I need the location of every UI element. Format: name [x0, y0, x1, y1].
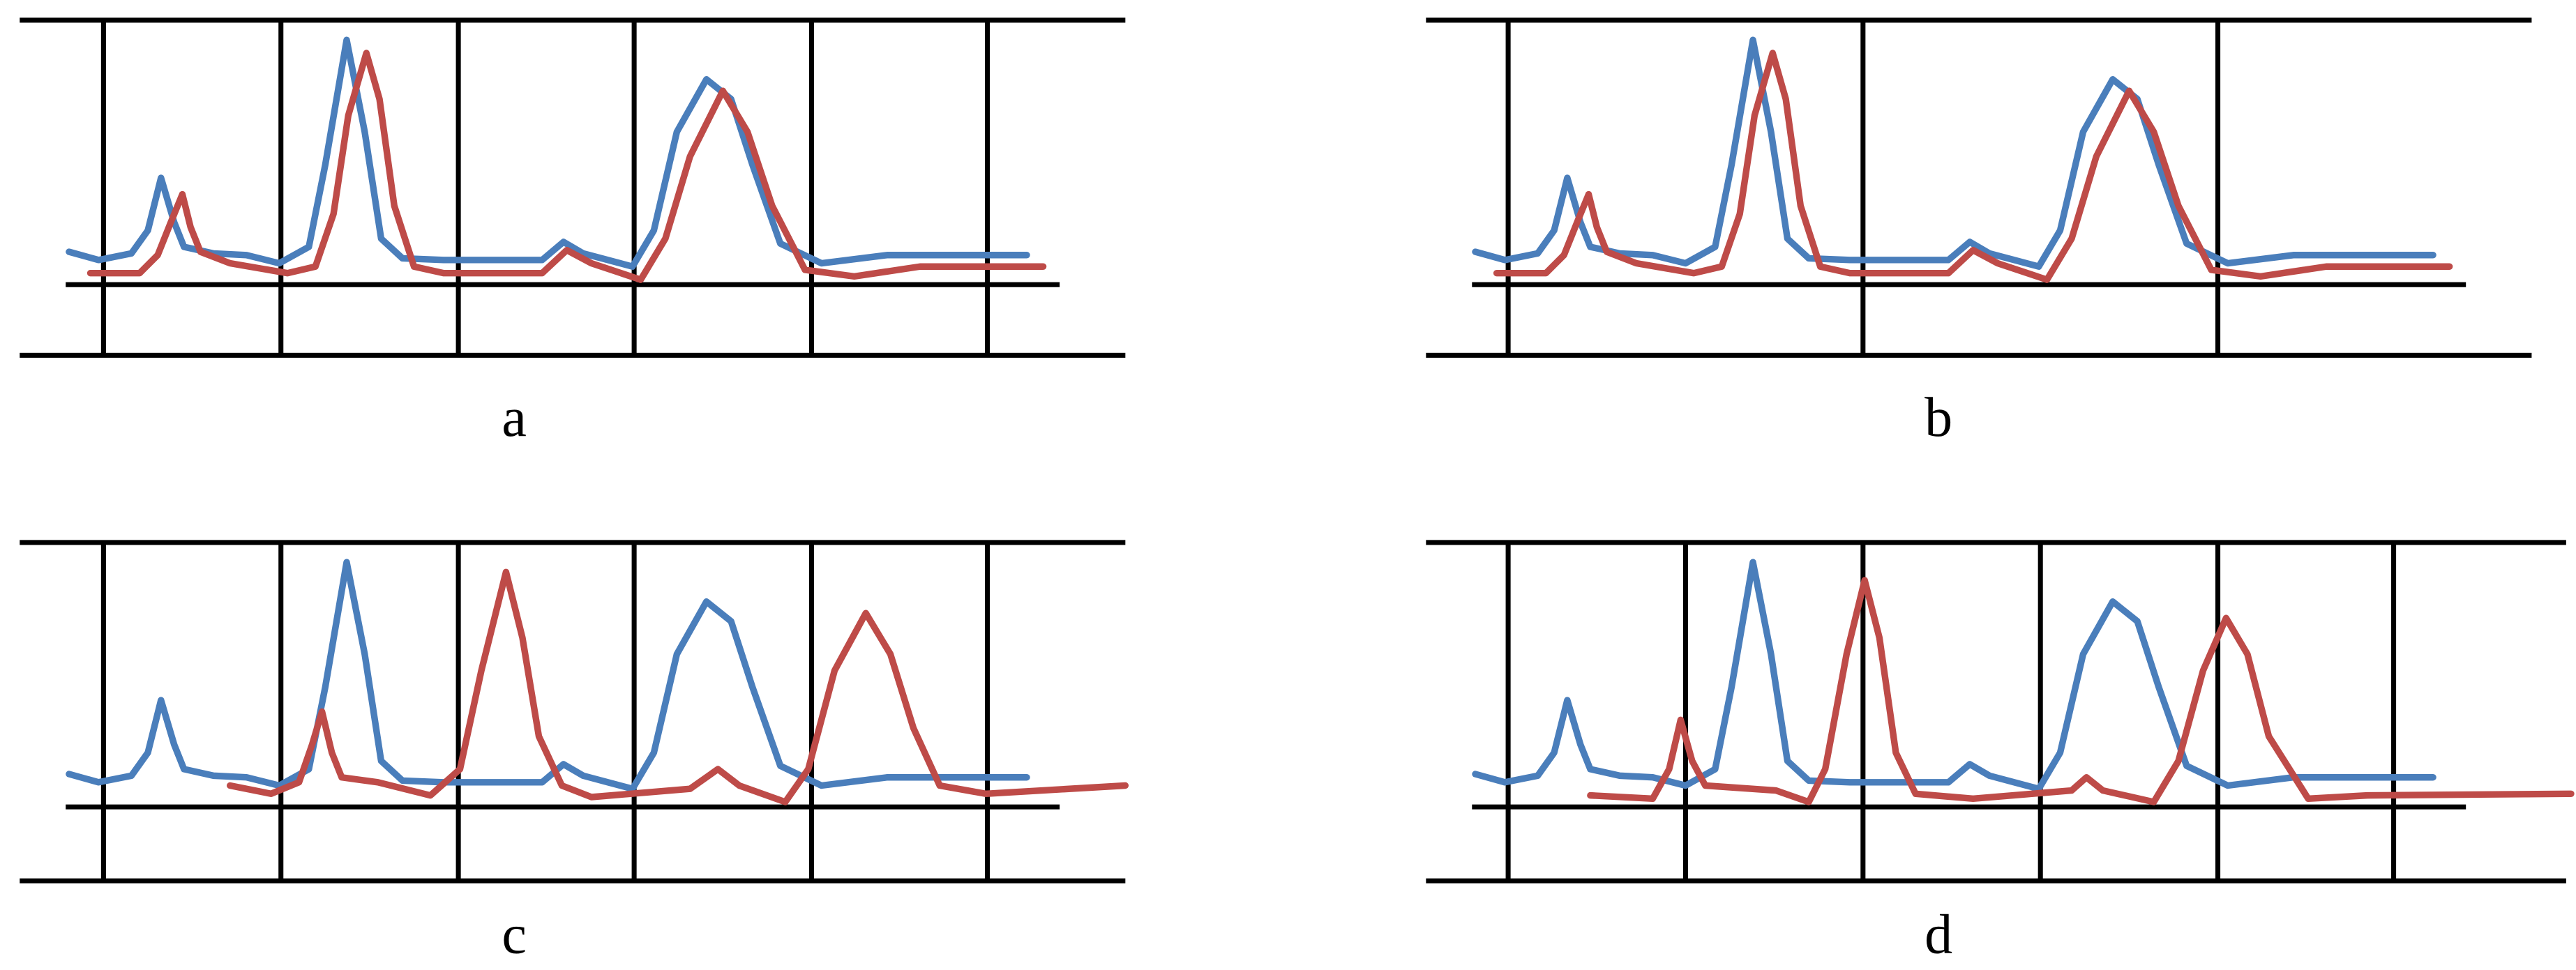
- panel-label: c: [502, 904, 527, 966]
- panel-label: a: [502, 387, 527, 448]
- panel-d: d: [1426, 540, 2571, 966]
- panel-label: d: [1925, 904, 1952, 966]
- panel-a: a: [20, 17, 1126, 448]
- panel-b: b: [1426, 17, 2532, 448]
- panel-c: c: [20, 540, 1125, 966]
- panel-label: b: [1925, 387, 1952, 448]
